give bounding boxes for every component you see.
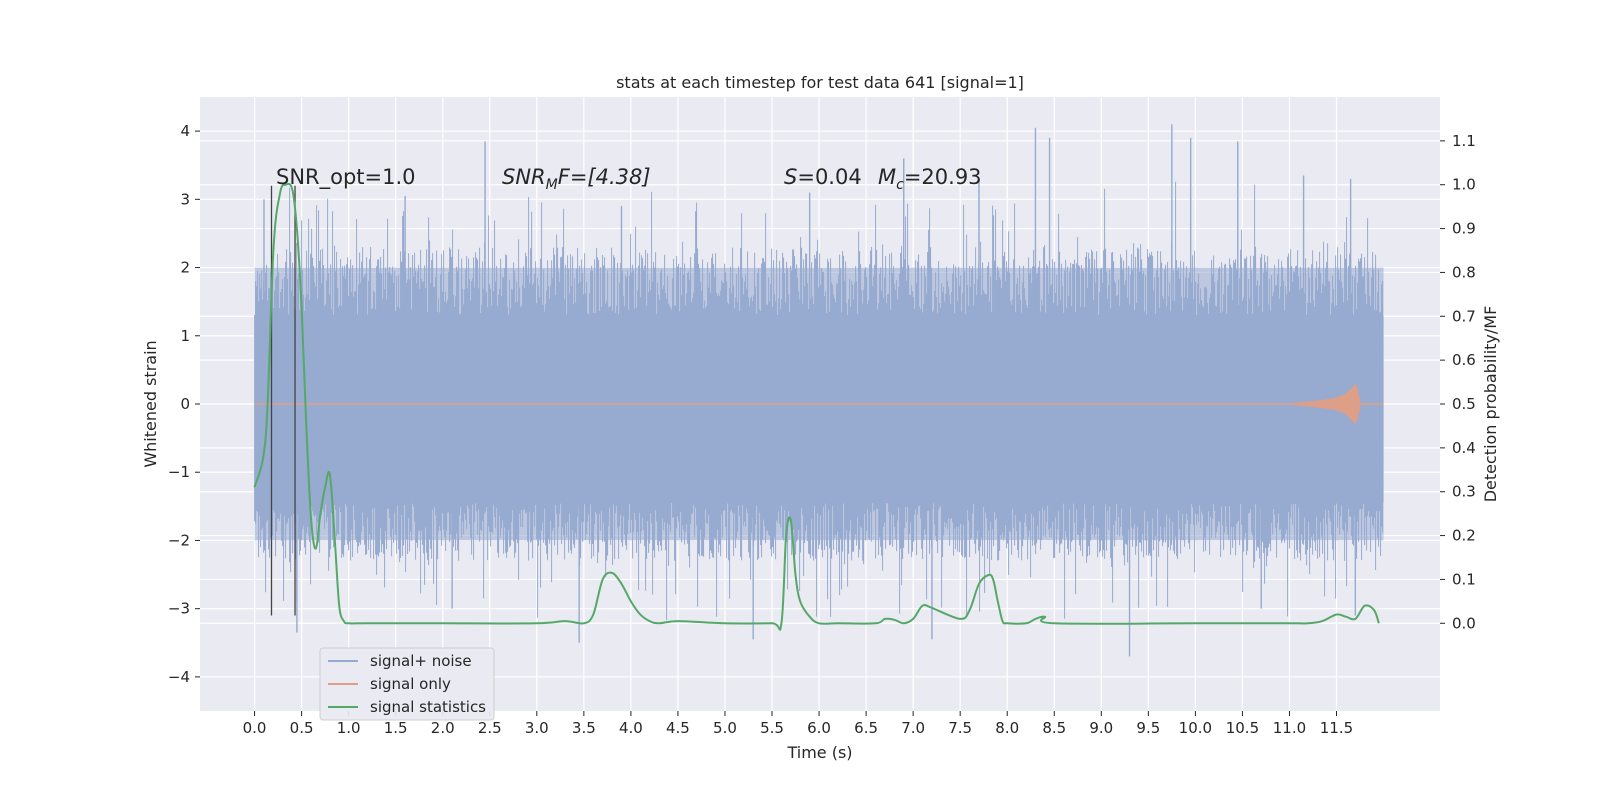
signal-statistics-line [253, 182, 1380, 631]
y-right-tick-label-11: 1.1 [1452, 132, 1476, 150]
signal-only-series [254, 383, 1384, 425]
y-right-tick-label-0: 0.0 [1452, 614, 1476, 632]
x-tick-label-7: 3.5 [572, 719, 596, 737]
y-right-tick-label-8: 0.8 [1452, 263, 1476, 281]
x-tick-label-13: 6.5 [854, 719, 878, 737]
y-right-tick-label-7: 0.7 [1452, 307, 1476, 325]
x-tick-label-11: 5.5 [760, 719, 784, 737]
y-right-tick-label-3: 0.3 [1452, 483, 1476, 501]
x-tick-label-10: 5.0 [713, 719, 737, 737]
y-left-tick-label-7: 3 [180, 190, 190, 208]
x-tick-label-16: 8.0 [995, 719, 1019, 737]
legend: signal+ noise signal only signal statist… [319, 647, 495, 721]
x-tick-label-5: 2.5 [478, 719, 502, 737]
x-tick-label-19: 9.5 [1136, 719, 1160, 737]
event-markers [270, 185, 296, 616]
y-left-tick-label-4: 0 [180, 395, 190, 413]
x-tick-label-6: 3.0 [525, 719, 549, 737]
x-tick-label-14: 7.0 [901, 719, 925, 737]
x-tick-label-4: 2.0 [431, 719, 455, 737]
x-tick-label-21: 10.5 [1226, 719, 1259, 737]
legend-label-signal-only: signal only [370, 675, 451, 693]
y-right-tick-label-10: 1.0 [1452, 176, 1476, 194]
x-tick-label-18: 9.0 [1089, 719, 1113, 737]
x-tick-label-15: 7.5 [948, 719, 972, 737]
y-left-tick-label-5: 1 [180, 327, 190, 345]
y-right-axis-label: Detection probability/MF [1481, 306, 1500, 503]
legend-label-signal-statistics: signal statistics [370, 698, 486, 716]
y-left-axis-label: Whitened strain [141, 340, 160, 467]
y-left-tick-label-3: −1 [168, 463, 190, 481]
x-tick-label-17: 8.5 [1042, 719, 1066, 737]
y-right-tick-label-9: 0.9 [1452, 220, 1476, 238]
y-right-axis-ticks: 0.0 0.1 0.2 0.3 0.4 0.5 0.6 0.7 0.8 0.9 1.0 1.1 [1440, 132, 1476, 632]
x-axis-label: Time (s) [786, 743, 852, 762]
annotation-mc: Mc=20.93 [878, 165, 982, 193]
x-tick-label-2: 1.0 [337, 719, 361, 737]
chart-title: stats at each timestep for test data 641… [616, 73, 1024, 92]
legend-box [319, 647, 495, 721]
signal-only-trace [254, 383, 1384, 425]
y-right-tick-label-1: 0.1 [1452, 570, 1476, 588]
x-tick-label-23: 11.5 [1320, 719, 1353, 737]
x-tick-label-1: 0.5 [290, 719, 314, 737]
annotation-snr-mf: SNRMF=[4.38] [502, 165, 651, 193]
y-right-tick-label-6: 0.6 [1452, 351, 1476, 369]
x-tick-label-20: 10.0 [1179, 719, 1212, 737]
legend-label-signal-noise: signal+ noise [370, 652, 472, 670]
y-right-tick-label-4: 0.4 [1452, 439, 1476, 457]
x-axis-ticks: 0.0 0.5 1.0 1.5 2.0 2.5 3.0 3.5 4.0 4.5 5.0 5.5 6.0 6… [243, 711, 1353, 737]
y-right-tick-label-2: 0.2 [1452, 527, 1476, 545]
x-tick-label-3: 1.5 [384, 719, 408, 737]
y-left-axis-ticks: −4 −3 −2 −1 0 1 2 3 4 [168, 122, 200, 686]
signal-statistics-series [253, 182, 1380, 631]
x-tick-label-8: 4.0 [619, 719, 643, 737]
y-left-tick-label-8: 4 [180, 122, 190, 140]
y-left-tick-label-0: −4 [168, 668, 190, 686]
y-left-tick-label-1: −3 [168, 600, 190, 618]
annotation-snr-opt: SNR_opt=1.0 [276, 165, 416, 190]
x-tick-label-9: 4.5 [666, 719, 690, 737]
x-tick-label-22: 11.0 [1273, 719, 1306, 737]
y-left-tick-label-6: 2 [180, 259, 190, 277]
x-tick-label-0: 0.0 [243, 719, 267, 737]
y-right-tick-label-5: 0.5 [1452, 395, 1476, 413]
y-left-tick-label-2: −2 [168, 531, 190, 549]
x-tick-label-12: 6.0 [807, 719, 831, 737]
annotation-s: S=0.04 [784, 165, 862, 189]
